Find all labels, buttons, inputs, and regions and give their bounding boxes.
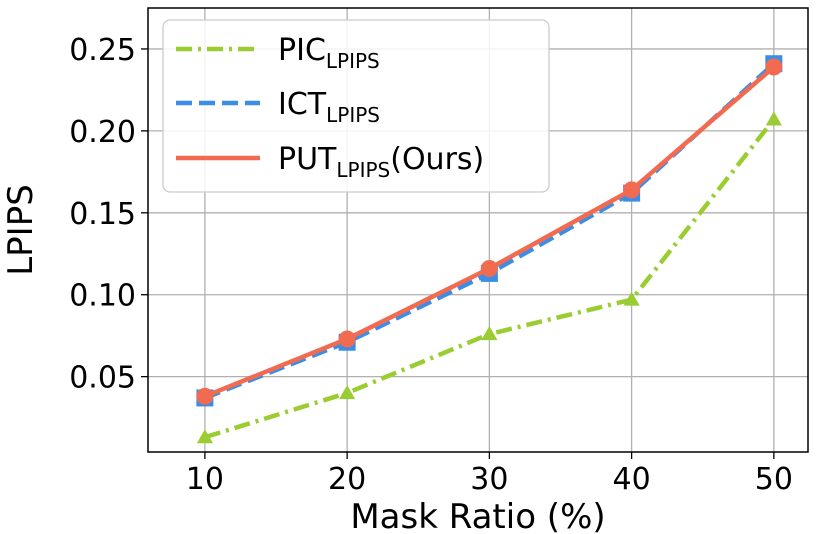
data-point-pic — [196, 429, 213, 444]
y-tick-label: 0.10 — [69, 279, 136, 314]
legend-box — [162, 19, 550, 193]
legend-label-subscript: LPIPS — [326, 49, 380, 73]
y-axis-label: LPIPS — [1, 184, 41, 276]
legend-entry-pic: PICLPIPS — [278, 33, 380, 73]
x-tick-label: 40 — [613, 462, 651, 497]
data-point-pic — [339, 384, 356, 400]
legend-entry-ict: ICTLPIPS — [278, 87, 380, 127]
data-point-put — [765, 58, 783, 76]
legend-label-subscript: LPIPS — [336, 158, 390, 182]
legend-label-suffix: (Ours) — [390, 142, 484, 177]
plot-frame — [147, 7, 809, 453]
series-layer — [196, 55, 783, 444]
legend-entry-put: PUTLPIPS(Ours) — [278, 142, 484, 182]
y-tick-label: 0.05 — [69, 361, 136, 396]
data-point-put — [623, 181, 641, 199]
series-pic — [196, 111, 782, 444]
legend-label-name: ICT — [278, 87, 327, 122]
data-point-put — [196, 387, 214, 405]
x-tick-label: 20 — [328, 462, 366, 497]
legend-label-subscript: LPIPS — [326, 103, 380, 127]
data-point-pic — [765, 111, 782, 126]
data-point-pic — [623, 291, 640, 306]
x-tick-label: 50 — [755, 462, 793, 497]
legend-label-name: PIC — [278, 33, 326, 68]
data-point-put — [480, 260, 498, 278]
y-tick-label: 0.20 — [69, 115, 136, 150]
series-put — [196, 58, 783, 405]
x-tick-label: 30 — [470, 462, 508, 497]
y-tick-label: 0.15 — [69, 197, 136, 232]
axis-ticks: 10 20 30 40 50 0.05 0.10 0.15 0.20 0.25 — [69, 33, 793, 497]
data-point-pic — [481, 325, 498, 341]
data-point-put — [338, 330, 356, 348]
x-axis-label: Mask Ratio (%) — [350, 497, 605, 534]
y-tick-label: 0.25 — [69, 33, 136, 68]
x-tick-label: 10 — [186, 462, 224, 497]
legend-label-name: PUT — [278, 142, 337, 177]
